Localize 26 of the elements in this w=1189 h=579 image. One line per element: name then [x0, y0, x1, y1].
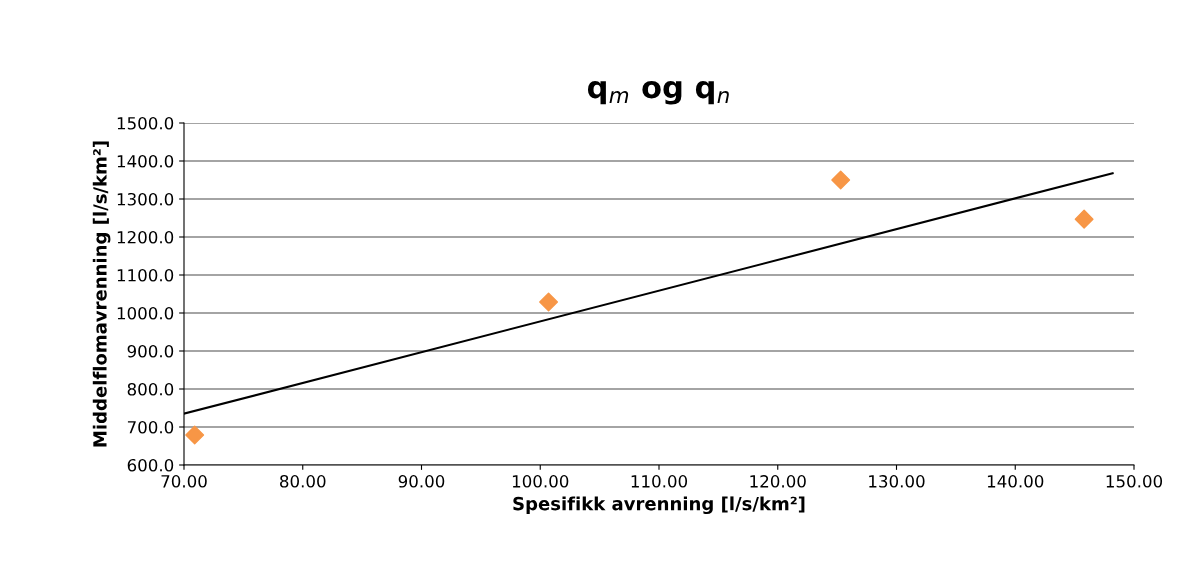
point — [831, 170, 851, 190]
x-tick-label: 110.00 — [631, 475, 688, 488]
x-tick-label: 140.00 — [987, 475, 1044, 488]
y-tick-label: 1000.0 — [117, 306, 174, 320]
chart-title: q$_{m}$ og q$_{n}$ — [587, 80, 729, 105]
point — [539, 292, 559, 312]
x-tick-label: 80.00 — [280, 475, 326, 488]
point — [185, 425, 205, 445]
y-tick-label: 1100.0 — [117, 268, 174, 282]
x-axis-title: Spesifikk avrenning [l/s/km²] — [513, 496, 805, 515]
y-tick-label: 1200.0 — [117, 230, 174, 244]
y-tick-label: 800.0 — [127, 382, 174, 396]
x-tick-label: 100.00 — [512, 475, 569, 488]
x-tick-label: 70.00 — [161, 475, 207, 488]
y-tick-label: 1400.0 — [117, 154, 174, 168]
y-tick-label: 600.0 — [127, 458, 174, 472]
x-tick-label: 130.00 — [869, 475, 925, 488]
y-tick-label: 1500.0 — [117, 116, 174, 130]
x-tick-label: 120.00 — [750, 475, 806, 488]
y-tick-label: 1300.0 — [117, 192, 174, 206]
y-axis-title: Middelflomavrenning [l/s/km²] — [92, 141, 111, 447]
y-tick-label: 700.0 — [127, 420, 174, 434]
y-tick-label: 900.0 — [127, 344, 174, 358]
x-tick-label: 150.00 — [1106, 475, 1163, 488]
point — [1074, 209, 1094, 229]
x-tick-label: 90.00 — [398, 475, 445, 488]
